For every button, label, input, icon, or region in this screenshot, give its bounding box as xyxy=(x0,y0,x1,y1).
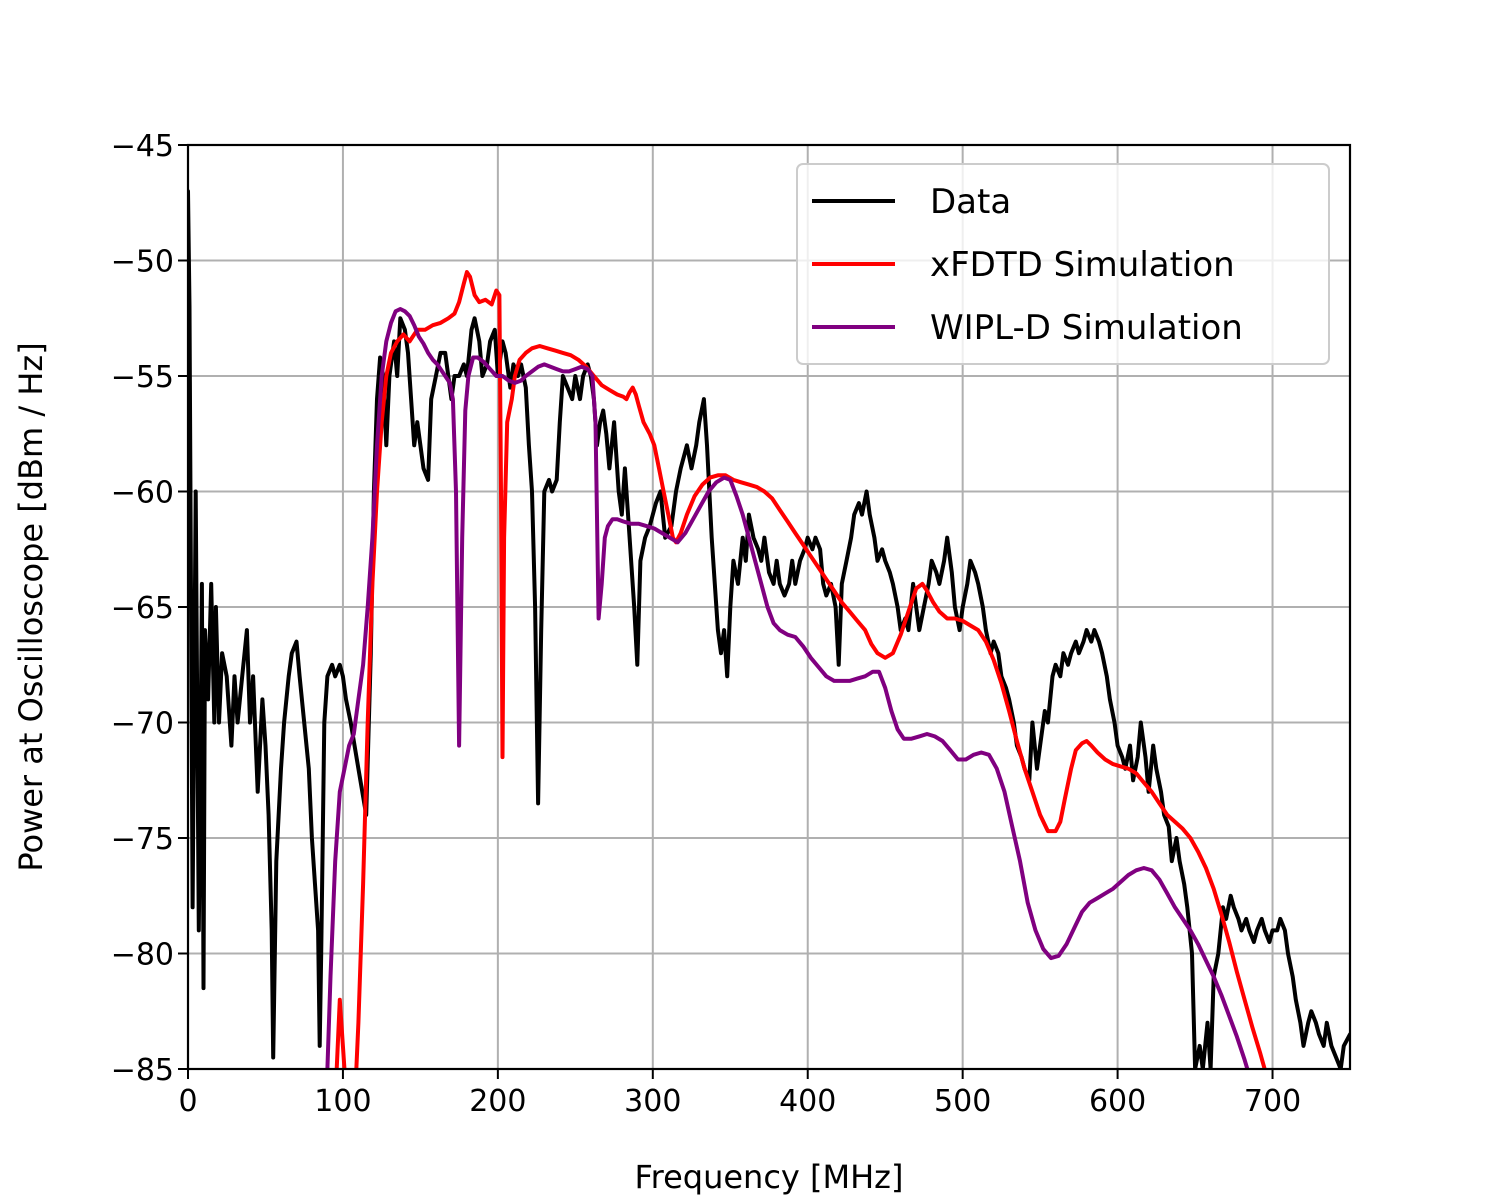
axis-ticks: 0 100 200 300 400 500 600 700 −45 −50 −55 −60 −65 −70… xyxy=(111,129,1301,1119)
series-line-wipl-d-simulation xyxy=(325,307,1250,1069)
x-tick-label: 200 xyxy=(469,1084,526,1119)
x-tick-label: 400 xyxy=(779,1084,836,1119)
y-tick-label: −65 xyxy=(111,591,174,626)
legend-label-data: Data xyxy=(930,182,1011,222)
x-tick-label: 600 xyxy=(1089,1084,1146,1119)
y-tick-label: −45 xyxy=(111,129,174,164)
y-tick-label: −80 xyxy=(111,938,174,973)
legend-label-wipld: WIPL-D Simulation xyxy=(930,308,1243,348)
y-tick-label: −70 xyxy=(111,707,174,742)
legend-label-xfdtd: xFDTD Simulation xyxy=(930,245,1235,285)
x-tick-label: 500 xyxy=(934,1084,991,1119)
y-tick-label: −55 xyxy=(111,360,174,395)
series-layer xyxy=(188,189,1350,1069)
y-tick-label: −60 xyxy=(111,476,174,511)
legend: Data xFDTD Simulation WIPL-D Simulation xyxy=(796,163,1330,365)
x-axis-label: Frequency [MHz] xyxy=(635,1158,904,1196)
legend-box xyxy=(796,163,1330,365)
y-tick-label: −75 xyxy=(111,822,174,857)
y-tick-label: −85 xyxy=(111,1053,174,1088)
y-tick-label: −50 xyxy=(111,245,174,280)
x-tick-label: 700 xyxy=(1244,1084,1301,1119)
series-line-xfdtd-simulation xyxy=(334,270,1267,1069)
x-tick-label: 100 xyxy=(314,1084,371,1119)
y-axis-label: Power at Oscilloscope [dBm / Hz] xyxy=(12,342,50,871)
x-tick-label: 300 xyxy=(624,1084,681,1119)
x-tick-label: 0 xyxy=(178,1084,197,1119)
